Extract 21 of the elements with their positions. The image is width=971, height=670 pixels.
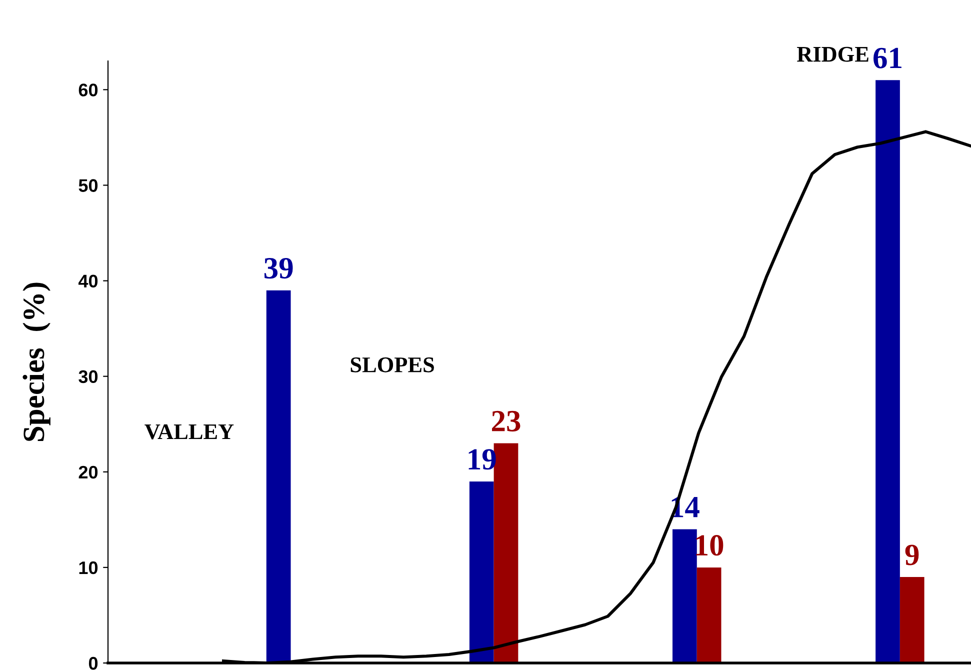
annotation: SLOPES (350, 357, 434, 372)
bar (469, 481, 494, 663)
bar (876, 80, 900, 663)
y-axis-title: Species (%) (22, 282, 50, 441)
y-tick-label: 40 (78, 274, 98, 288)
data-label: 23 (492, 410, 520, 432)
y-tick-label: 10 (79, 561, 98, 574)
data-label: 9 (905, 544, 919, 566)
y-tick-label: 0 (88, 656, 98, 670)
annotation: RIDGE (796, 46, 868, 62)
bar (672, 529, 697, 663)
y-tick-label: 30 (78, 370, 98, 384)
y-tick-label: 20 (78, 466, 98, 479)
bar (696, 567, 722, 663)
data-label: 39 (264, 258, 293, 279)
y-tick-label: 50 (78, 179, 98, 192)
bar (900, 577, 924, 663)
y-tick-label: 60 (78, 84, 98, 96)
annotation: VALLEY (144, 424, 234, 440)
data-label: 61 (874, 48, 902, 68)
bar (266, 290, 291, 663)
